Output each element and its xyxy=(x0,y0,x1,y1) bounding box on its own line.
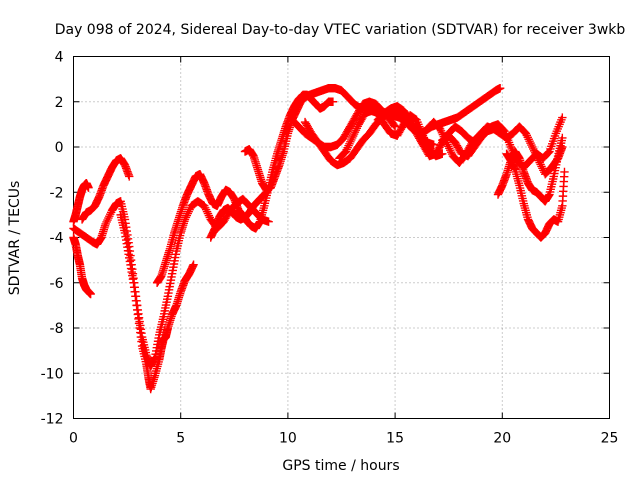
x-tick-label: 25 xyxy=(601,431,619,447)
data-point-arc-15 xyxy=(558,133,567,143)
x-tick-label: 0 xyxy=(69,431,78,447)
data-point-arc-4 xyxy=(264,217,273,226)
data-point-arc-3 xyxy=(125,172,134,181)
x-tick-label: 5 xyxy=(176,431,185,447)
y-tick-label: 0 xyxy=(55,140,64,156)
y-tick-label: 2 xyxy=(55,95,64,111)
x-axis-label: GPS time / hours xyxy=(282,458,399,474)
data-point-arc-8 xyxy=(495,83,505,93)
data-points xyxy=(69,83,569,394)
x-tick-label: 10 xyxy=(279,431,297,447)
x-tick-label: 15 xyxy=(386,431,404,447)
chart-title: Day 098 of 2024, Sidereal Day-to-day VTE… xyxy=(55,22,626,38)
y-tick-label: -8 xyxy=(50,321,64,337)
data-point-arc-6 xyxy=(328,97,338,106)
axis-ticks xyxy=(73,56,610,419)
data-point-arc-16 xyxy=(560,167,569,177)
data-point-arc-9 xyxy=(389,121,399,130)
data-point-arc-5 xyxy=(189,260,198,269)
y-tick-label: 4 xyxy=(55,50,64,66)
y-tick-label: -2 xyxy=(50,185,64,201)
y-tick-label: -10 xyxy=(41,366,64,382)
x-tick-label: 20 xyxy=(493,431,511,447)
y-tick-label: -4 xyxy=(50,231,64,247)
data-point-arc-9 xyxy=(390,122,400,131)
data-point-arc-2 xyxy=(84,183,93,192)
y-axis-label: SDTVAR / TECUs xyxy=(7,181,23,296)
data-point-arc-13 xyxy=(558,113,567,122)
y-tick-label: -6 xyxy=(50,276,64,292)
data-point-arc-1 xyxy=(86,289,95,299)
y-tick-label: -12 xyxy=(41,412,64,428)
axis-tick-labels: -12 -10 -8 -6 -4 -2 0 2 4 0 5 10 15 20 25 xyxy=(41,50,619,447)
